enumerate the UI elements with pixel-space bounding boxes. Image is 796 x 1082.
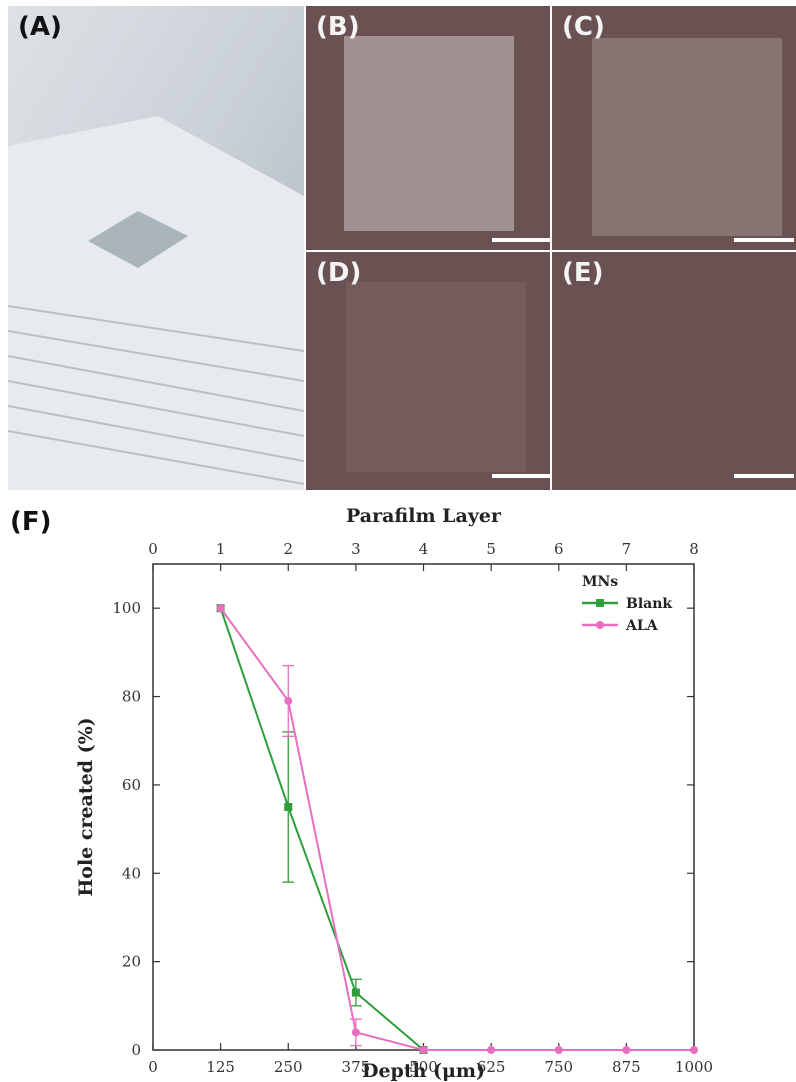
x2-tick-label: 2 [283,540,293,558]
data-point [351,988,360,997]
x2-tick-label: 0 [148,540,158,558]
microneedle-array-photo-e [552,252,796,490]
panel-d-label: (D) [316,258,362,288]
panel-e-label: (E) [562,258,604,288]
y-tick-label: 20 [122,953,141,971]
panel-b-label: (B) [316,12,360,42]
y-tick-label: 0 [131,1041,141,1059]
chart-svg: (F) Parafilm Layer Depth (μm) Hole creat… [10,505,713,1082]
data-point [622,1046,631,1054]
data-point [284,803,293,811]
y-tick-label: 40 [122,864,141,882]
y-tick-label: 60 [122,776,141,794]
data-point [351,1028,360,1037]
legend-entry: Blank [626,596,672,612]
x-tick-label: 250 [274,1058,303,1076]
legend-marker [596,621,604,629]
panel-c-label: (C) [562,12,605,42]
x2-tick-label: 7 [622,540,632,558]
microneedle-array-photo-c [552,6,796,250]
series-line [219,607,694,1051]
microneedle-array-photo-d [306,252,550,490]
panel-a-photo: (A) [8,6,304,490]
x-tick-label: 625 [477,1058,506,1076]
data-point [419,1046,428,1054]
x2-axis-title: Parafilm Layer [346,505,502,527]
series-ala [216,604,698,1054]
y-axis-title: Hole created (%) [75,717,97,896]
panel-b-photo: (B) [306,6,550,250]
x2-tick-label: 5 [486,540,496,558]
x-tick-label: 375 [342,1058,371,1076]
x-axis-title: Depth (μm) [362,1060,485,1082]
x2-tick-label: 1 [216,540,226,558]
panel-d-photo: (D) [306,252,550,490]
x-tick-label: 750 [544,1058,573,1076]
x2-tick-label: 8 [689,540,699,558]
microneedle-array-photo-b [306,6,550,250]
parafilm-stack-photo [8,6,304,490]
hole-created-chart: (F) Parafilm Layer Depth (μm) Hole creat… [0,492,796,1082]
data-point [554,1046,563,1054]
legend: MNs Blank ALA [582,574,672,634]
x-tick-label: 1000 [675,1058,713,1076]
plot-frame [152,563,695,1051]
x2-tick-label: 4 [419,540,429,558]
y-tick-label: 100 [112,599,141,617]
x-tick-label: 125 [206,1058,235,1076]
legend-entry: ALA [625,618,659,634]
panel-e-photo: (E) [552,252,796,490]
data-point [487,1046,496,1054]
series-blank [216,604,428,1054]
x-tick-label: 500 [409,1058,438,1076]
x-tick-label: 0 [148,1058,158,1076]
panel-c-photo: (C) [552,6,796,250]
x2-tick-label: 6 [554,540,564,558]
data-point [216,604,225,613]
y-tick-label: 80 [122,688,141,706]
panel-a-label: (A) [18,12,62,42]
legend-marker [596,599,604,607]
series-line [219,607,425,1051]
data-point [284,696,293,705]
data-point [690,1046,698,1054]
panel-f-label: (F) [10,507,52,537]
x-tick-label: 875 [612,1058,641,1076]
x2-tick-label: 3 [351,540,361,558]
legend-title: MNs [582,574,618,590]
